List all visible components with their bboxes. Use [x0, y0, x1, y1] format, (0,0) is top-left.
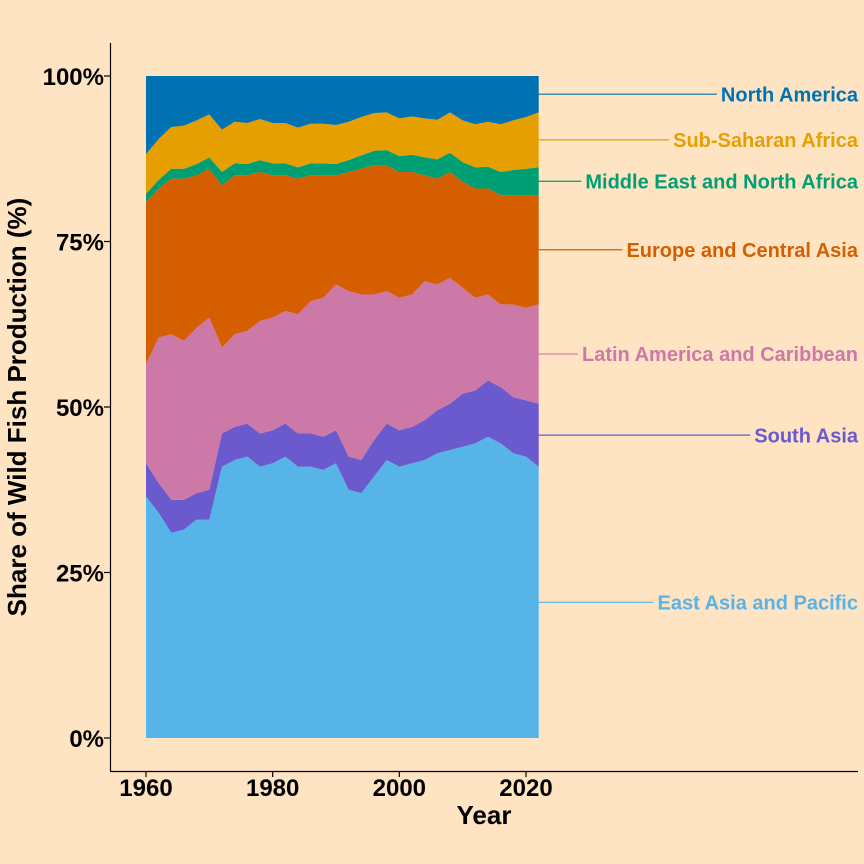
area-latin-america-and-caribbean	[146, 277, 539, 500]
area-middle-east-and-north-africa	[146, 150, 539, 202]
series-label: East Asia and Pacific	[658, 592, 858, 614]
series-label: Middle East and North Africa	[585, 171, 859, 193]
y-tick-label: 25%	[56, 561, 104, 588]
series-label: Latin America and Caribbean	[582, 344, 858, 366]
x-tick-label: 1980	[246, 775, 299, 802]
area-europe-and-central-asia	[146, 165, 539, 364]
series-label: Europe and Central Asia	[626, 240, 858, 262]
y-tick-label: 0%	[69, 726, 104, 753]
y-ticks: 0% 25% 50% 75% 100%	[43, 64, 110, 753]
series-label: North America	[721, 84, 859, 106]
y-tick-label: 50%	[56, 395, 104, 422]
x-tick-label: 1960	[119, 775, 172, 802]
area-layers	[146, 76, 539, 738]
y-tick-label: 75%	[56, 230, 104, 257]
area-sub-saharan-africa	[146, 112, 539, 194]
y-tick-label: 100%	[43, 64, 104, 91]
x-tick-label: 2020	[499, 775, 552, 802]
x-tick-label: 2000	[373, 775, 426, 802]
x-ticks: 1960 1980 2000 2020	[119, 771, 553, 802]
x-axis-title: Year	[457, 800, 512, 830]
series-labels: East Asia and Pacific South Asia Latin Ame…	[528, 84, 859, 614]
series-label: Sub-Saharan Africa	[673, 130, 859, 152]
area-north-america	[146, 76, 539, 155]
area-south-asia	[146, 380, 539, 533]
y-axis-title: Share of Wild Fish Production (%)	[2, 198, 32, 617]
series-label: South Asia	[754, 425, 859, 447]
axes: 0% 25% 50% 75% 100% 1960 1980 2000 2020	[43, 43, 858, 802]
area-east-asia-and-pacific	[146, 436, 539, 738]
